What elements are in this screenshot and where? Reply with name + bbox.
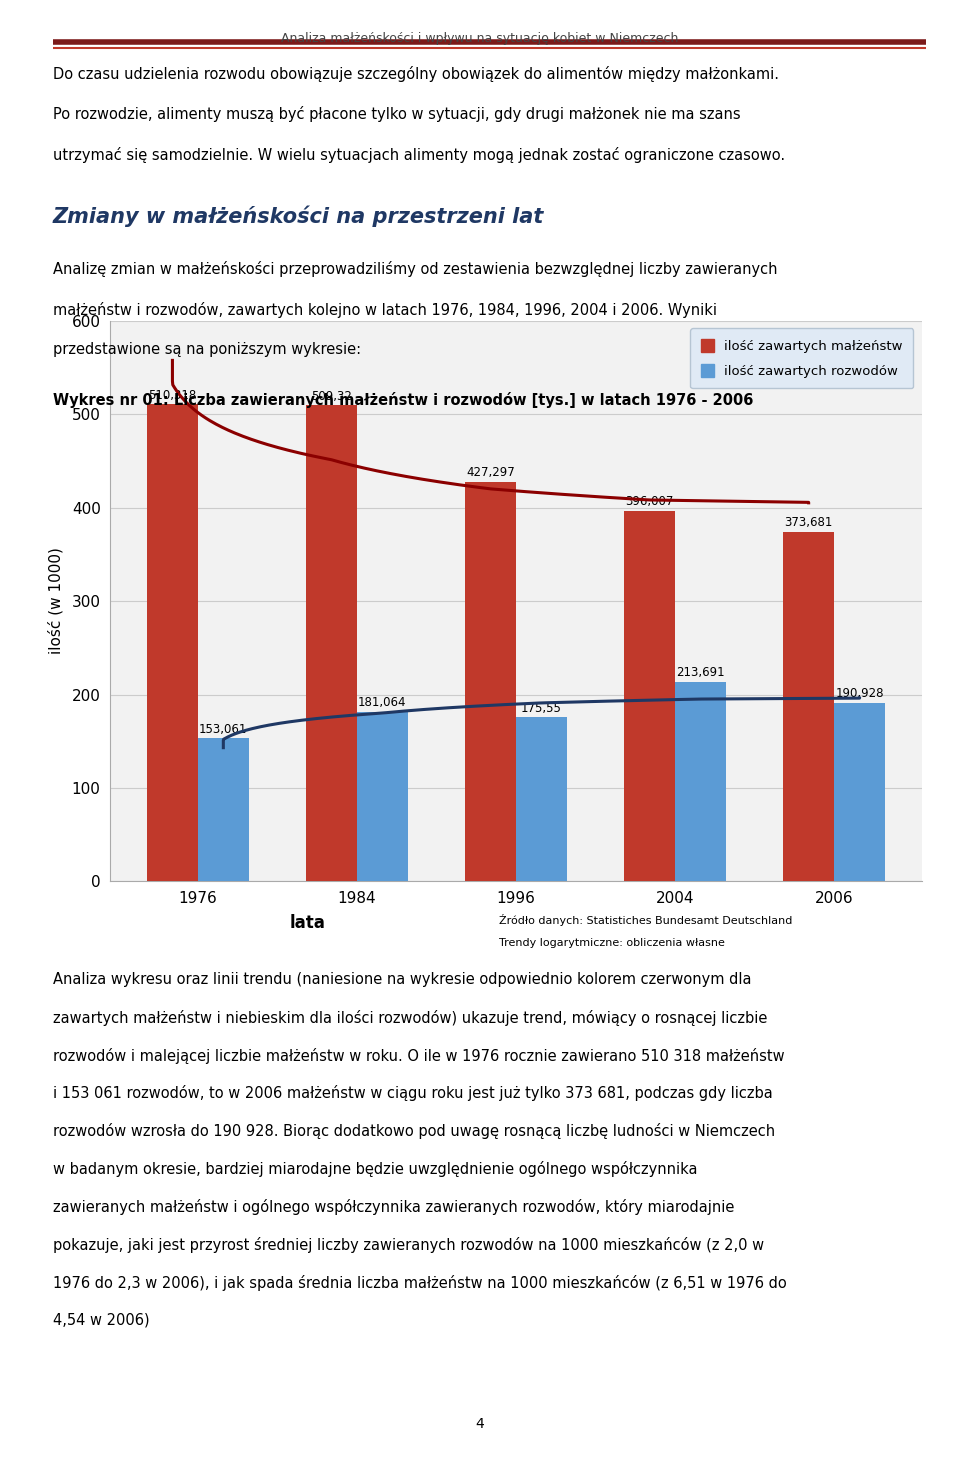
Bar [357, 712, 408, 881]
Text: 1976 do 2,3 w 2006), i jak spada średnia liczba małżeństw na 1000 mieszkańców (z: 1976 do 2,3 w 2006), i jak spada średnia… [53, 1275, 786, 1291]
Text: 175,55: 175,55 [521, 702, 562, 714]
Text: Wykres nr 01: Liczba zawieranych małżeństw i rozwodów [tys.] w latach 1976 - 200: Wykres nr 01: Liczba zawieranych małżeńs… [53, 392, 754, 408]
Text: Analiza małżeńskości i wpływu na sytuację kobiet w Niemczech: Analiza małżeńskości i wpływu na sytuacj… [281, 32, 679, 45]
Text: pokazuje, jaki jest przyrost średniej liczby zawieranych rozwodów na 1000 mieszk: pokazuje, jaki jest przyrost średniej li… [53, 1237, 764, 1253]
Text: przedstawione są na poniższym wykresie:: przedstawione są na poniższym wykresie: [53, 342, 361, 357]
Bar [147, 405, 198, 881]
Bar [675, 682, 726, 881]
Text: Trendy logarytmiczne: obliczenia własne: Trendy logarytmiczne: obliczenia własne [499, 938, 725, 949]
Text: zawieranych małżeństw i ogólnego współczynnika zawieranych rozwodów, który miaro: zawieranych małżeństw i ogólnego współcz… [53, 1199, 734, 1215]
Text: Analiza wykresu oraz linii trendu (naniesione na wykresie odpowiednio kolorem cz: Analiza wykresu oraz linii trendu (nanie… [53, 972, 752, 986]
Text: Do czasu udzielenia rozwodu obowiązuje szczególny obowiązek do alimentów między : Do czasu udzielenia rozwodu obowiązuje s… [53, 66, 779, 82]
Text: małżeństw i rozwodów, zawartych kolejno w latach 1976, 1984, 1996, 2004 i 2006. : małżeństw i rozwodów, zawartych kolejno … [53, 302, 717, 318]
Bar [516, 717, 567, 881]
Legend: ilość zawartych małżeństw, ilość zawartych rozwodów: ilość zawartych małżeństw, ilość zawarty… [690, 328, 913, 389]
Text: 510,318: 510,318 [148, 389, 197, 402]
Text: 373,681: 373,681 [784, 516, 833, 529]
Text: Po rozwodzie, alimenty muszą być płacone tylko w sytuacji, gdy drugi małżonek ni: Po rozwodzie, alimenty muszą być płacone… [53, 106, 740, 122]
Bar [198, 739, 249, 881]
Text: Zmiany w małżeńskości na przestrzeni lat: Zmiany w małżeńskości na przestrzeni lat [53, 205, 544, 227]
Y-axis label: ilość (w 1000): ilość (w 1000) [48, 548, 63, 654]
Bar [783, 532, 834, 881]
Bar [465, 482, 516, 881]
Text: Analizę zmian w małżeńskości przeprowadziliśmy od zestawienia bezwzględnej liczb: Analizę zmian w małżeńskości przeprowadz… [53, 261, 778, 277]
Bar [834, 702, 885, 881]
Text: 190,928: 190,928 [835, 688, 884, 701]
Bar [624, 511, 675, 881]
Text: rozwodów wzrosła do 190 928. Biorąc dodatkowo pod uwagę rosnącą liczbę ludności : rozwodów wzrosła do 190 928. Biorąc doda… [53, 1123, 775, 1139]
Bar [306, 405, 357, 881]
Text: Źródło danych: Statistiches Bundesamt Deutschland: Źródło danych: Statistiches Bundesamt De… [499, 914, 793, 925]
Text: lata: lata [289, 914, 325, 931]
Text: zawartych małżeństw i niebieskim dla ilości rozwodów) ukazuje trend, mówiący o r: zawartych małżeństw i niebieskim dla ilo… [53, 1010, 767, 1026]
Text: i 153 061 rozwodów, to w 2006 małżeństw w ciągu roku jest już tylko 373 681, pod: i 153 061 rozwodów, to w 2006 małżeństw … [53, 1085, 773, 1101]
Text: rozwodów i malejącej liczbie małżeństw w roku. O ile w 1976 rocznie zawierano 51: rozwodów i malejącej liczbie małżeństw w… [53, 1048, 784, 1064]
Text: 4,54 w 2006): 4,54 w 2006) [53, 1313, 150, 1327]
Text: w badanym okresie, bardziej miarodajne będzie uwzględnienie ogólnego współczynni: w badanym okresie, bardziej miarodajne b… [53, 1161, 697, 1177]
Text: 396,007: 396,007 [625, 495, 674, 508]
Text: utrzymać się samodzielnie. W wielu sytuacjach alimenty mogą jednak zostać ograni: utrzymać się samodzielnie. W wielu sytua… [53, 147, 785, 163]
Text: 153,061: 153,061 [199, 723, 248, 736]
Text: 213,691: 213,691 [676, 666, 725, 679]
Text: 181,064: 181,064 [358, 696, 407, 710]
Text: 4: 4 [475, 1416, 485, 1431]
Text: 509,32: 509,32 [311, 389, 352, 402]
Text: 427,297: 427,297 [467, 466, 515, 479]
